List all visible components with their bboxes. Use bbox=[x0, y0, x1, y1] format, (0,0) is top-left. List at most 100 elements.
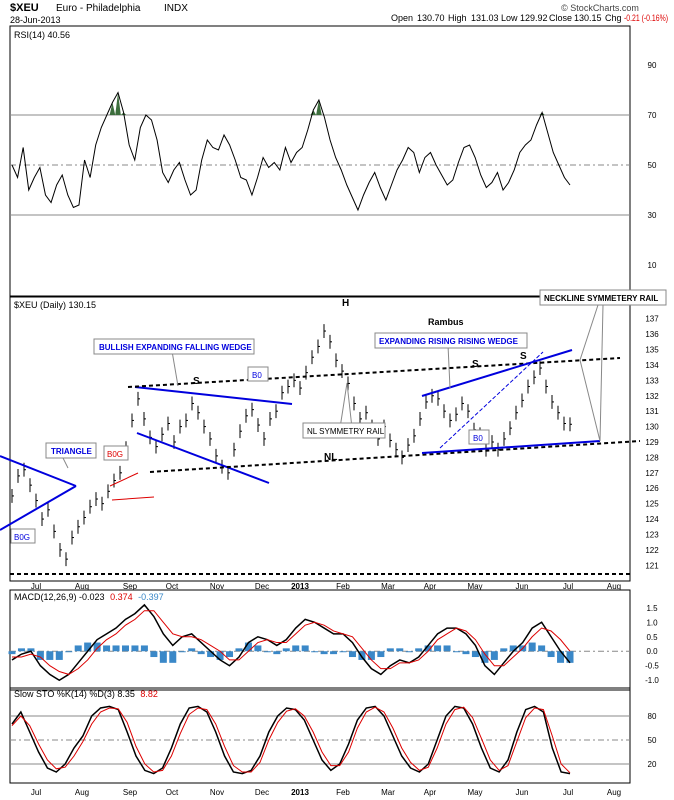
price-tick-14: 135 bbox=[645, 346, 659, 355]
macd-hist-bar-32 bbox=[311, 651, 319, 653]
wedge-label: BULLISH EXPANDING FALLING WEDGE bbox=[99, 343, 252, 352]
macd-hist-bar-48 bbox=[462, 651, 470, 655]
macd-tick-5: 1.5 bbox=[646, 604, 658, 613]
b0g-red-box bbox=[103, 445, 129, 461]
macd-hist-bar-13 bbox=[131, 645, 139, 652]
rsi-overbought-fill-19 bbox=[115, 92, 121, 115]
rsi-title: RSI(14) 40.56 bbox=[14, 30, 70, 40]
sto-k-label: Slow STO %K(14) %D(3) 8.35 bbox=[14, 689, 135, 699]
triangle-lower-line bbox=[0, 485, 77, 531]
nl-label: NL bbox=[324, 452, 337, 463]
sto-tick-0: 20 bbox=[648, 760, 657, 769]
macd-hist-bar-49 bbox=[471, 651, 479, 658]
head-label: H bbox=[342, 298, 349, 309]
macd-hist-bar-55 bbox=[528, 642, 536, 652]
price-annotations: BULLISH EXPANDING FALLING WEDGE TRIANGLE… bbox=[0, 289, 667, 575]
sto-plot: 20 50 80 bbox=[10, 705, 657, 775]
macd-hist-bar-8 bbox=[84, 642, 92, 652]
macd-hist-bar-17 bbox=[169, 651, 177, 663]
rsi-tick-2: 50 bbox=[648, 161, 657, 170]
sto-d-line bbox=[11, 706, 571, 774]
price-xtick-8: Mar bbox=[381, 582, 395, 591]
low-label: Low bbox=[501, 13, 518, 23]
macd-plot: -1.0 -0.5 0.0 0.5 1.0 1.5 bbox=[8, 604, 659, 685]
rising-wedge-label: EXPANDING RISING RISING WEDGE bbox=[379, 337, 519, 346]
rsi-plot: 10 30 50 70 90 bbox=[10, 61, 657, 270]
b0-left-label: B0 bbox=[252, 371, 262, 380]
macd-hist-bar-3 bbox=[36, 651, 44, 660]
bottom-xtick-11: Jun bbox=[516, 788, 529, 797]
macd-tick-3: 0.5 bbox=[646, 633, 658, 642]
neckline-upper-dashed bbox=[127, 357, 621, 388]
bottom-xtick-7: Feb bbox=[336, 788, 350, 797]
price-tick-3: 124 bbox=[645, 515, 659, 524]
chg-value: -0.21 (-0.16%) bbox=[624, 13, 668, 23]
macd-hist-bar-11 bbox=[112, 645, 120, 652]
shoulder-left-label: S bbox=[193, 376, 200, 387]
b0-left-box bbox=[247, 366, 269, 382]
triangle-upper-line bbox=[0, 455, 77, 487]
macd-hist-bar-1 bbox=[17, 648, 25, 652]
macd-hist-bar-16 bbox=[159, 651, 167, 663]
macd-hist-bar-47 bbox=[453, 651, 461, 653]
b0g-red-upper bbox=[109, 472, 139, 487]
macd-hist-bar-18 bbox=[178, 651, 186, 653]
price-xtick-9: Apr bbox=[424, 582, 437, 591]
rsi-tick-3: 70 bbox=[648, 111, 657, 120]
macd-hist-bar-6 bbox=[65, 651, 73, 653]
price-tick-13: 134 bbox=[645, 361, 659, 370]
macd-hist-bar-25 bbox=[244, 642, 252, 652]
rsi-overbought-fill-55 bbox=[316, 100, 322, 115]
bottom-xtick-8: Mar bbox=[381, 788, 395, 797]
price-tick-12: 133 bbox=[645, 376, 659, 385]
price-xtick-3: Oct bbox=[166, 582, 179, 591]
b0-right-box bbox=[468, 429, 490, 445]
b0g-blue-label: B0G bbox=[14, 533, 30, 542]
macd-hist-bar-2 bbox=[27, 648, 35, 652]
price-xtick-0: Jul bbox=[31, 582, 41, 591]
price-tick-9: 130 bbox=[645, 423, 659, 432]
price-title: $XEU (Daily) 130.15 bbox=[14, 300, 96, 310]
macd-hist-bar-38 bbox=[367, 651, 375, 660]
chg-label: Chg bbox=[605, 13, 622, 23]
macd-hist-bar-26 bbox=[254, 645, 262, 652]
rising-wedge-inner-dashed bbox=[439, 351, 544, 449]
price-tick-4: 125 bbox=[645, 500, 659, 509]
triangle-label-box bbox=[45, 442, 97, 459]
rising-wedge-lower bbox=[421, 440, 601, 454]
wedge-upper-line bbox=[134, 386, 293, 405]
macd-hist-bar-0 bbox=[8, 651, 16, 655]
macd-hist-bar-29 bbox=[282, 648, 290, 652]
macd-hist-bar-23 bbox=[226, 651, 234, 658]
wedge-label-box bbox=[93, 338, 255, 355]
symbol-label: $XEU bbox=[10, 2, 39, 14]
macd-hist-bar-24 bbox=[235, 648, 243, 652]
macd-hist-bar-58 bbox=[557, 651, 565, 663]
macd-hist-bar-46 bbox=[443, 645, 451, 652]
macd-hist-bar-36 bbox=[348, 651, 356, 658]
low-value: 129.92 bbox=[520, 13, 548, 23]
watermark: © StockCharts.com bbox=[561, 3, 639, 13]
macd-title: MACD(12,26,9) -0.023 0.374 -0.397 bbox=[14, 592, 164, 602]
bottom-xtick-1: Aug bbox=[75, 788, 89, 797]
macd-panel-frame bbox=[9, 589, 631, 691]
price-tick-7: 128 bbox=[645, 453, 659, 462]
rsi-overbought-fill-18 bbox=[109, 102, 116, 115]
price-panel-frame bbox=[9, 296, 631, 582]
bottom-xtick-4: Nov bbox=[210, 788, 224, 797]
macd-hist-bar-9 bbox=[93, 642, 101, 652]
macd-hist-bar-31 bbox=[301, 645, 309, 652]
macd-hist-bar-53 bbox=[509, 645, 517, 652]
nl-rail-label: NL SYMMETRY RAIL bbox=[307, 427, 385, 436]
bottom-xtick-2: Sep bbox=[123, 788, 138, 797]
macd-hist-bar-20 bbox=[197, 651, 205, 655]
triangle-label: TRIANGLE bbox=[51, 447, 93, 456]
macd-hist-bar-28 bbox=[273, 651, 281, 655]
price-tick-11: 132 bbox=[645, 392, 659, 401]
macd-hist-bar-45 bbox=[434, 645, 442, 652]
macd-hist-bar-10 bbox=[103, 645, 111, 652]
rsi-tick-4: 90 bbox=[648, 61, 657, 70]
bottom-xtick-10: May bbox=[467, 788, 482, 797]
macd-hist-bar-56 bbox=[538, 645, 546, 652]
macd-hist-bar-35 bbox=[339, 651, 347, 653]
